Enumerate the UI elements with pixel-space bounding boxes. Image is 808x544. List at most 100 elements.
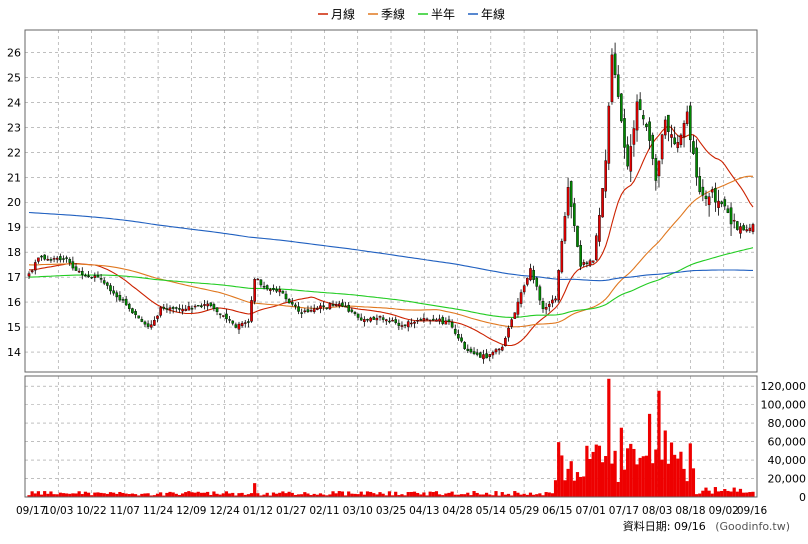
volume-bar [253,483,257,497]
candle-body [676,142,680,149]
candle-body [137,315,140,319]
candle-body [356,313,360,318]
candle-body [322,305,325,307]
price-tick-label: 19 [7,221,21,234]
volume-bar [394,491,398,497]
volume-bar [27,495,31,497]
volume-bar [419,494,423,497]
volume-bar [165,492,169,497]
candle-body [171,307,175,309]
candle-body [225,313,228,320]
candle-body [96,274,100,278]
date-tick-label: 04/13 [409,505,439,517]
candle-body [704,195,708,200]
volume-bar [68,493,72,497]
candle-body [337,303,341,307]
candle-body [723,199,727,207]
candle-body [90,276,93,279]
candle-body [500,346,504,351]
candle-body [165,308,169,310]
grid [25,30,757,497]
date-tick-label: 12/09 [176,505,206,517]
candle-body [519,292,523,304]
volume-bar [422,492,426,497]
volume-bar [478,494,482,497]
candle-body [256,278,260,281]
volume-bar [227,493,232,497]
candle-body [732,219,736,222]
candle-body [87,275,90,278]
candle-body [516,301,520,315]
candle-body [325,307,329,309]
volume-bar [701,490,705,497]
volume-bar [525,494,529,497]
candle-body [573,203,576,226]
candle-body [109,285,112,292]
candle-body [156,315,159,319]
volume-bar [187,491,191,497]
candle-body [27,273,31,277]
svg-text:資料日期: 09/16 (Goodinfo.tw: 資料日期: 09/16 (Goodinfo.tw) [623,519,790,533]
price-tick-label: 15 [7,321,21,334]
volume-bar [519,494,523,497]
candle-body [33,262,37,271]
candle-body [106,282,109,286]
candle-body [620,93,623,122]
volume-bar [691,468,696,497]
candle-body [435,319,438,322]
date-tick-label: 04/28 [442,505,472,517]
volume-bar [682,468,686,497]
candle-body [479,352,482,358]
volume-bar [484,492,489,497]
candle-body [384,319,388,322]
candle-body [84,275,87,277]
volume-bar [246,494,250,497]
volume-bar [356,494,360,497]
volume-bar [472,491,476,497]
candle-body [134,311,137,315]
volume-bar [249,493,254,497]
volume-bar [532,494,536,497]
candle-body [576,225,579,247]
candle-body [331,304,335,306]
price-tick-label: 24 [7,96,21,109]
candle-body [184,308,188,311]
candle-body [381,317,385,320]
candle-body [294,304,297,307]
volume-bar [626,448,630,497]
volume-bar [90,495,94,497]
candle-body [281,290,285,294]
candle-body [80,270,84,275]
volume-bar [343,495,348,497]
volume-bar [748,492,752,497]
price-tick-label: 14 [7,346,21,359]
volume-bar [218,494,222,497]
candle-body [397,322,401,326]
volume-bar [553,480,558,497]
candle-body [275,289,278,292]
volume-bar [340,491,345,497]
volume-bar [337,491,341,497]
volume-bar [412,491,417,497]
candle-body [303,310,307,313]
candle-body [604,160,607,192]
volume-bar [447,492,451,497]
volume-bar [86,492,91,497]
candle-body [328,303,332,310]
volume-bar [591,451,595,497]
candle-body [560,241,564,273]
volume-bar [557,442,561,497]
volume-bar [397,495,401,497]
candle-body [569,181,573,207]
volume-bar [732,487,736,497]
candle-body [660,134,664,160]
candle-body [457,334,460,339]
volume-bar [481,494,486,497]
volume-bar [375,494,379,497]
candle-body [30,270,34,273]
candle-body [262,285,266,288]
candle-body [428,319,432,322]
volume-bar [657,390,661,497]
volume-bar [334,493,338,497]
volume-bar [437,494,442,497]
